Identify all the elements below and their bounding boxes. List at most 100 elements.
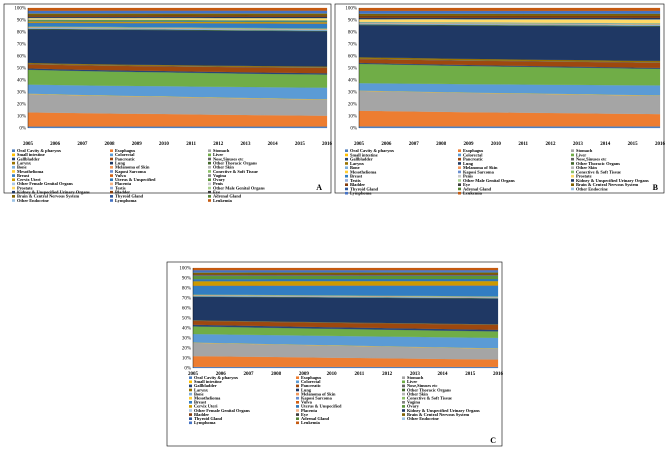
panel-a-legend-label: Thyroid Gland (115, 194, 144, 199)
panel-b-legend-label: Bladder (350, 182, 365, 187)
panel-c-legend-label: Breast (194, 400, 207, 405)
panel-b-legend-label: Other Endocrine (576, 186, 608, 191)
panel-a-legend-label: Other Female Genital Organs (17, 181, 73, 186)
panel-a-legend-swatch (110, 170, 113, 173)
panel-a-ytick-label: 100% (14, 7, 26, 12)
panel-c-legend-swatch (189, 396, 192, 400)
panel-c-legend: Oral Cavity & pharynx Esophagus Stomach Sma… (189, 375, 480, 425)
panel-b-legend-item: Other Male Genital Organs (458, 178, 515, 183)
panel-a-xtick-label: 2012 (213, 142, 224, 147)
panel-a-legend-swatch (12, 157, 15, 161)
panel-a-legend-item: Cervix Uteri (12, 177, 41, 182)
panel-a-legend-label: Gallbladder (17, 156, 40, 161)
panel-a-legend-label: Testis (115, 185, 126, 190)
panel-b-ytick-label: 0% (350, 127, 357, 132)
panel-a-xtick-label: 2015 (295, 142, 306, 147)
panel-b-xtick-label: 2013 (573, 142, 584, 147)
panel-a-legend-swatch (12, 178, 15, 182)
panel-b-legend-swatch (345, 174, 348, 178)
panel-b-legend-item: Eye (458, 182, 470, 187)
panel-c-xtick-label: 2008 (271, 372, 282, 377)
panel-b-xtick-label: 2016 (655, 142, 666, 147)
panel-b-legend-label: Bone (350, 165, 360, 170)
panel-b-legend-label: Prostate (576, 174, 592, 179)
panel-b-legend-label: Other Skin (576, 165, 597, 170)
panel-a-legend-label: Pancreatic (115, 156, 135, 161)
panel-b-legend-swatch (571, 157, 574, 161)
panel-c-legend-swatch (296, 413, 299, 416)
panel-a-legend-swatch (12, 199, 15, 202)
panel-a-area-brain-central-nervous-system (27, 13, 328, 16)
panel-c-xtick-label: 2012 (382, 372, 393, 377)
panel-a-legend-swatch (12, 149, 15, 152)
panel-c-legend-swatch (296, 388, 299, 392)
panel-b-legend-label: Lung (463, 161, 474, 166)
panel-c-legend-swatch (189, 417, 192, 420)
panel-a-legend-swatch (208, 161, 211, 165)
panel-c-legend-label: Pancreatic (301, 383, 321, 388)
panel-a-legend-item: Lymphoma (110, 198, 137, 203)
panel-c-legend-label: Placenta (301, 408, 318, 413)
panel-a-area-lung (27, 29, 328, 67)
panel-c-legend-swatch (296, 421, 299, 425)
panel-a-legend-item: Other Male Genital Organs (208, 185, 265, 190)
panel-a-legend-label: Cervix Uteri (17, 177, 41, 182)
panel-c-legend-label: Other Thoracic Organs (407, 387, 451, 392)
panel-c-ytick-label: 30% (182, 337, 191, 342)
panel-c-legend-label: Other Endocrine (407, 416, 439, 421)
panel-a-legend-label: Vagina (213, 173, 227, 178)
panel-a-ytick-label: 30% (17, 91, 26, 96)
panel-c-area-ovary (192, 275, 499, 280)
panel-b-legend-item: Breast (345, 174, 363, 179)
panel-a-legend-swatch (110, 195, 113, 198)
panel-c-legend-item: Eye (296, 412, 308, 417)
panel-b-legend-swatch (345, 170, 348, 174)
panel-b-xtick-label: 2009 (463, 142, 474, 147)
panel-c-legend-label: Conective & Soft Tissue (407, 396, 452, 401)
panel-c-legend-swatch (189, 409, 192, 412)
panel-a-area-lymphoma (27, 10, 328, 14)
panel-b-legend-swatch (345, 187, 348, 191)
panel-b-legend-item: Mesothelioma (345, 169, 377, 174)
panel-a-ytick-label: 80% (17, 31, 26, 36)
panel-c-legend-swatch (402, 388, 405, 392)
panel-a-legend-swatch (110, 153, 113, 157)
panel-c-legend-label: Mesothelioma (194, 396, 221, 401)
panel-c-area-oral-cavity-pharynx (192, 366, 499, 369)
panel-b-legend-item: Pancreatic (458, 157, 483, 162)
panel-b-legend-swatch (345, 153, 348, 157)
panel-a-legend-swatch (110, 190, 113, 194)
panel-b-legend-label: Conective & Soft Tissue (576, 169, 621, 174)
panel-c-legend-swatch (189, 413, 192, 416)
panel-b-legend-label: Larynx (350, 161, 365, 166)
panel-b-ytick-label: 10% (348, 115, 357, 120)
panel-c-legend-swatch (296, 384, 299, 388)
panel-a-legend-item: Leukemia (208, 198, 233, 203)
panel-c-legend-swatch (296, 376, 299, 379)
panel-b-legend-swatch (458, 170, 461, 174)
panel-a-area-oral-cavity-pharynx (27, 126, 328, 129)
panel-a-legend-swatch (12, 186, 15, 190)
panel-a-legend-label: Stomach (213, 148, 230, 153)
panel-c-label: C (490, 436, 496, 445)
panel-c-legend-item: Conective & Soft Tissue (402, 396, 452, 401)
panel-b-legend-item: Penis (458, 174, 473, 179)
panel-c-legend-swatch (402, 392, 405, 396)
panel-a-legend-item: Vagina (208, 173, 227, 178)
panel-a-legend-label: Liver (213, 152, 223, 157)
panel-b-legend-item: Prostate (571, 174, 592, 179)
panel-c-legend-label: Lung (301, 387, 312, 392)
panel-a-legend-label: Other Endocrine (17, 198, 49, 203)
panel-a-xtick-label: 2011 (186, 142, 196, 147)
panel-c-legend-item: Ovary (402, 404, 420, 409)
panel-a-legend-item: Prostate (12, 185, 33, 190)
panel-a-legend-swatch (12, 153, 15, 157)
panel-c-legend-swatch (402, 384, 405, 388)
panel-c-legend-item: Adrenal Gland (296, 416, 330, 421)
panel-b-legend-item: Testis (345, 178, 361, 183)
panel-a-xtick-label: 2014 (268, 142, 279, 147)
panel-a-legend-swatch (208, 174, 211, 177)
panel-c-area-lymphoma (192, 270, 499, 273)
panel-c-legend-item: Melanoma of Skin (296, 391, 336, 396)
panel-a-legend-swatch (110, 161, 113, 165)
